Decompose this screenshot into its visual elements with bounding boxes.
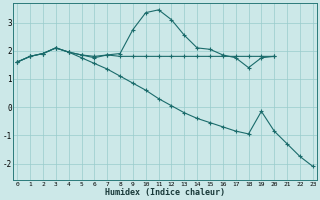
X-axis label: Humidex (Indice chaleur): Humidex (Indice chaleur) (105, 188, 225, 197)
